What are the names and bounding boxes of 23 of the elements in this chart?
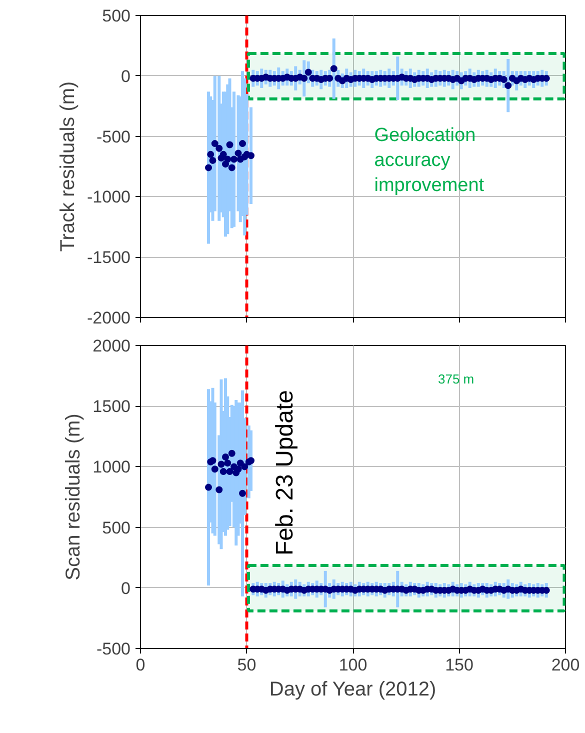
x-tick-label: 200 — [551, 656, 580, 674]
annotation: Feb. 23 Update — [272, 390, 298, 556]
x-axis-title: Day of Year (2012) — [269, 678, 436, 700]
y-tick-label: 500 — [102, 6, 131, 26]
y-tick-label: 2000 — [92, 336, 131, 356]
y-tick-label: 1000 — [92, 458, 131, 477]
y-tick-label: 500 — [102, 518, 131, 538]
y-tick-label: 0 — [121, 66, 131, 86]
y-tick-label: 0 — [121, 578, 131, 598]
y-tick-label: -1000 — [87, 188, 131, 207]
x-tick-label: 100 — [338, 656, 368, 674]
x-tick-label: 0 — [136, 656, 146, 674]
y-tick-label: -500 — [96, 127, 131, 146]
y-tick-label: -1500 — [87, 248, 131, 268]
x-tick-label: 150 — [445, 656, 474, 674]
y-axis-title: Track residuals (m) — [57, 81, 80, 252]
y-axis-title: Scan residuals (m) — [62, 414, 85, 580]
y-tick-label: 1500 — [92, 397, 131, 416]
annotation: 375 m — [438, 371, 474, 386]
x-tick-label: 50 — [237, 656, 256, 674]
y-tick-label: -2000 — [87, 308, 131, 328]
y-tick-label: -500 — [96, 640, 131, 658]
annotation: Geolocation accuracy improvement — [374, 124, 485, 196]
